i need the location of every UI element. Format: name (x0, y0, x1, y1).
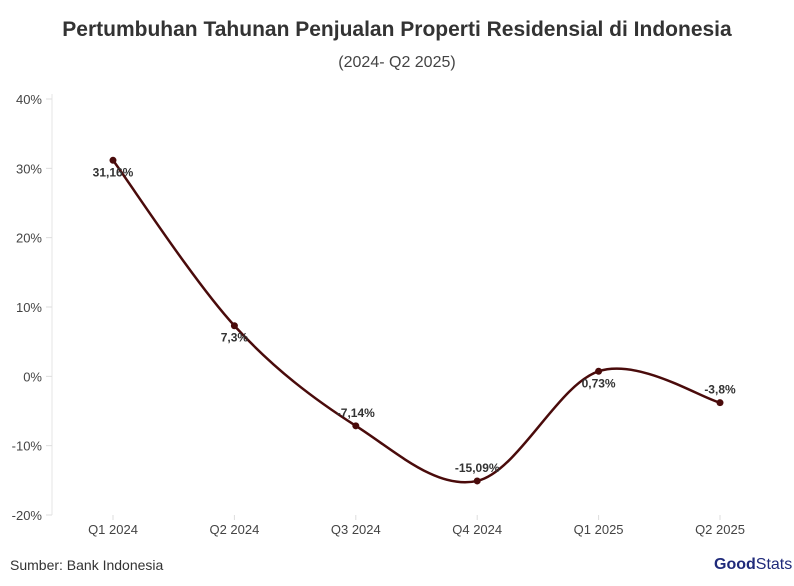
y-tick-label: 10% (16, 300, 42, 315)
x-tick-label: Q1 2025 (574, 522, 624, 537)
data-line (111, 159, 721, 484)
data-point (473, 477, 481, 485)
data-point (716, 399, 724, 407)
data-point (595, 367, 603, 375)
x-tick-label: Q3 2024 (331, 522, 381, 537)
x-tick-label: Q1 2024 (88, 522, 138, 537)
x-tick-label: Q2 2024 (209, 522, 259, 537)
y-tick-label: -10% (12, 439, 43, 454)
data-label: 7,3% (221, 331, 249, 345)
y-tick-label: 30% (16, 161, 42, 176)
goodstats-logo: GoodStats (714, 556, 792, 574)
data-label: -3,8% (704, 383, 736, 397)
line-chart: 40% 30% 20% 10% 0% -10% -20% Q1 2024 Q2 2024 Q3 2… (12, 92, 745, 537)
y-tick-label: 0% (23, 369, 42, 384)
x-tick-label: Q4 2024 (452, 522, 502, 537)
source-note: Sumber: Bank Indonesia (10, 557, 164, 573)
data-label: -7,14% (337, 406, 375, 420)
data-label: 31,16% (93, 165, 134, 179)
data-point (109, 156, 117, 164)
data-label: 0,73% (582, 376, 616, 390)
data-point (352, 422, 360, 430)
y-tick-label: 40% (16, 92, 42, 107)
chart-title: Pertumbuhan Tahunan Penjualan Properti R… (62, 18, 732, 41)
chart-subtitle: (2024- Q2 2025) (338, 54, 456, 71)
data-point (230, 322, 238, 330)
logo-part1: Good (714, 556, 756, 573)
logo-part2: Stats (755, 556, 793, 573)
y-tick-label: 20% (16, 231, 42, 246)
data-label: -15,09% (455, 461, 500, 475)
x-tick-label: Q2 2025 (695, 522, 745, 537)
y-tick-label: -20% (12, 508, 43, 523)
